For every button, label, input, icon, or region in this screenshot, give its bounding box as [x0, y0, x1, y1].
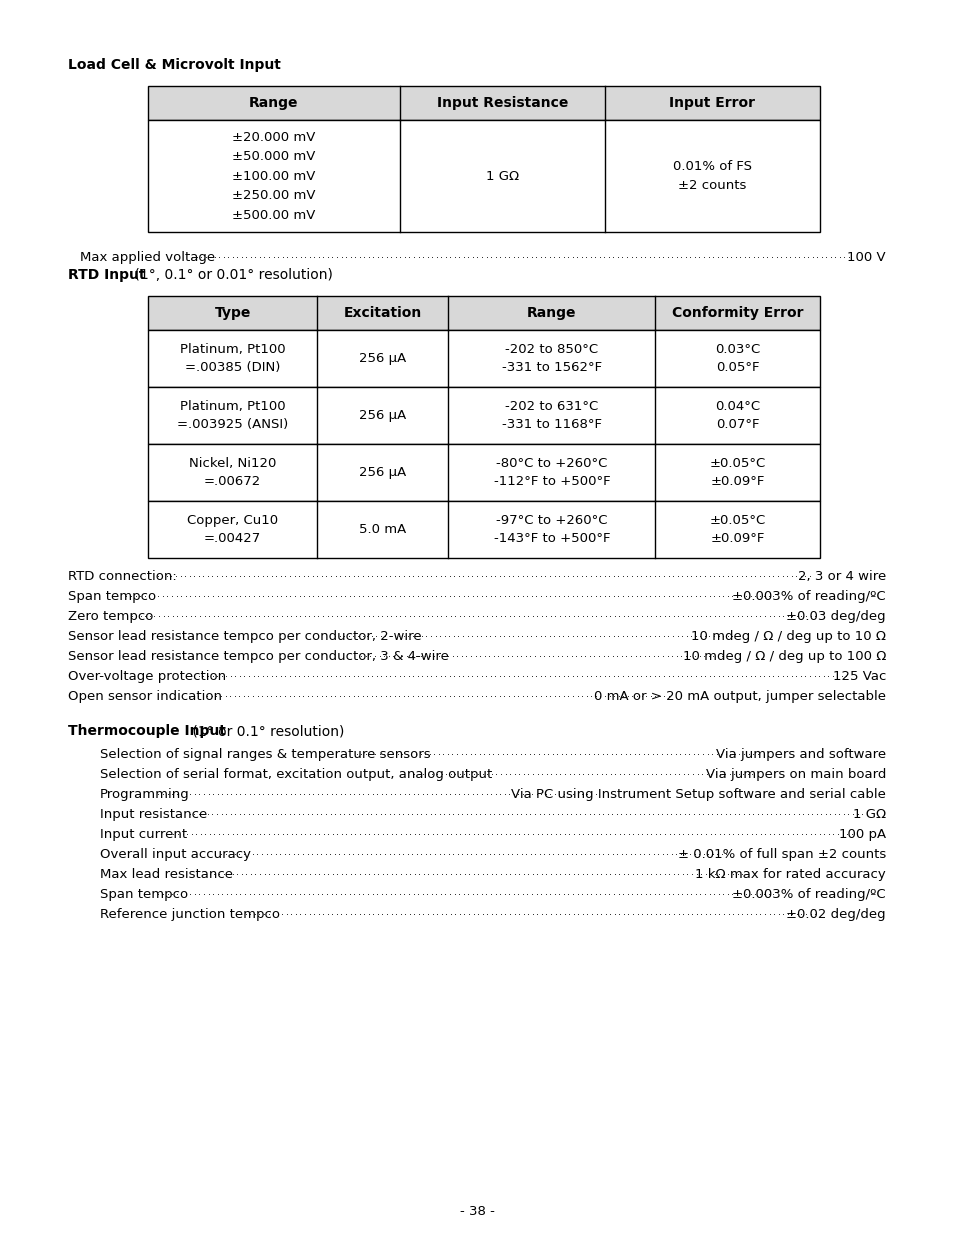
Text: Max applied voltage: Max applied voltage	[80, 251, 214, 264]
Bar	[148, 387, 820, 445]
Text: 0 mA or > 20 mA output, jumper selectable: 0 mA or > 20 mA output, jumper selectabl…	[594, 690, 885, 703]
Text: Input Error: Input Error	[669, 96, 755, 110]
Text: 1 GΩ: 1 GΩ	[485, 169, 518, 183]
Text: ±0.03 deg/deg: ±0.03 deg/deg	[785, 610, 885, 622]
Text: Over-voltage protection: Over-voltage protection	[68, 671, 230, 683]
Text: Excitation: Excitation	[343, 306, 421, 320]
Text: 0.04°C
0.07°F: 0.04°C 0.07°F	[715, 400, 760, 431]
Text: Sensor lead resistance tempco per conductor, 3 & 4-wire: Sensor lead resistance tempco per conduc…	[68, 650, 453, 663]
Text: -202 to 850°C
-331 to 1562°F: -202 to 850°C -331 to 1562°F	[501, 343, 601, 374]
Text: Selection of serial format, excitation output, analog output: Selection of serial format, excitation o…	[100, 768, 492, 781]
Bar	[148, 86, 820, 120]
Text: 256 μA: 256 μA	[359, 466, 406, 479]
Bar	[148, 296, 820, 330]
Text: Type: Type	[214, 306, 251, 320]
Text: Input current: Input current	[100, 827, 187, 841]
Text: Conformity Error: Conformity Error	[671, 306, 802, 320]
Text: 5.0 mA: 5.0 mA	[359, 522, 406, 536]
Text: -97°C to +260°C
-143°F to +500°F: -97°C to +260°C -143°F to +500°F	[493, 514, 610, 545]
Text: Input Resistance: Input Resistance	[436, 96, 568, 110]
Text: Zero tempco: Zero tempco	[68, 610, 157, 622]
Text: Programming: Programming	[100, 788, 190, 802]
Text: 1 GΩ: 1 GΩ	[852, 808, 885, 821]
Text: Input resistance: Input resistance	[100, 808, 212, 821]
Text: 0.03°C
0.05°F: 0.03°C 0.05°F	[715, 343, 760, 374]
Text: 2, 3 or 4 wire: 2, 3 or 4 wire	[797, 571, 885, 583]
Text: Platinum, Pt100
=.003925 (ANSI): Platinum, Pt100 =.003925 (ANSI)	[177, 400, 288, 431]
Text: (1°, 0.1° or 0.01° resolution): (1°, 0.1° or 0.01° resolution)	[130, 268, 333, 282]
Bar	[148, 501, 820, 558]
Text: 10 mdeg / Ω / deg up to 10 Ω: 10 mdeg / Ω / deg up to 10 Ω	[690, 630, 885, 643]
Text: Thermocouple Input: Thermocouple Input	[68, 724, 226, 739]
Text: (1° or 0.1° resolution): (1° or 0.1° resolution)	[188, 724, 344, 739]
Text: ±0.05°C
±0.09°F: ±0.05°C ±0.09°F	[709, 514, 765, 545]
Text: -80°C to +260°C
-112°F to +500°F: -80°C to +260°C -112°F to +500°F	[493, 457, 610, 488]
Text: Via jumpers and software: Via jumpers and software	[715, 748, 885, 761]
Text: RTD Input: RTD Input	[68, 268, 146, 282]
Text: Sensor lead resistance tempco per conductor, 2-wire: Sensor lead resistance tempco per conduc…	[68, 630, 421, 643]
Text: Span tempco: Span tempco	[100, 888, 188, 902]
Text: Max lead resistance: Max lead resistance	[100, 868, 237, 881]
Text: Load Cell & Microvolt Input: Load Cell & Microvolt Input	[68, 58, 280, 72]
Bar	[148, 120, 820, 232]
Text: Nickel, Ni120
=.00672: Nickel, Ni120 =.00672	[189, 457, 276, 488]
Text: 10 mdeg / Ω / deg up to 100 Ω: 10 mdeg / Ω / deg up to 100 Ω	[682, 650, 885, 663]
Text: - 38 -: - 38 -	[459, 1205, 494, 1218]
Text: ±0.02 deg/deg: ±0.02 deg/deg	[785, 908, 885, 921]
Text: Range: Range	[527, 306, 576, 320]
Text: -202 to 631°C
-331 to 1168°F: -202 to 631°C -331 to 1168°F	[501, 400, 601, 431]
Text: Selection of signal ranges & temperature sensors: Selection of signal ranges & temperature…	[100, 748, 435, 761]
Text: ±20.000 mV
±50.000 mV
±100.00 mV
±250.00 mV
±500.00 mV: ±20.000 mV ±50.000 mV ±100.00 mV ±250.00…	[232, 131, 315, 221]
Text: Via PC using Instrument Setup software and serial cable: Via PC using Instrument Setup software a…	[511, 788, 885, 802]
Text: 125 Vac: 125 Vac	[832, 671, 885, 683]
Text: Open sensor indication: Open sensor indication	[68, 690, 226, 703]
Text: Span tempco: Span tempco	[68, 590, 156, 603]
Text: ±0.05°C
±0.09°F: ±0.05°C ±0.09°F	[709, 457, 765, 488]
Text: ±0.003% of reading/ºC: ±0.003% of reading/ºC	[732, 888, 885, 902]
Text: Reference junction tempco: Reference junction tempco	[100, 908, 284, 921]
Text: Range: Range	[249, 96, 298, 110]
Bar	[148, 445, 820, 501]
Text: 1 kΩ max for rated accuracy: 1 kΩ max for rated accuracy	[695, 868, 885, 881]
Text: RTD connection:: RTD connection:	[68, 571, 185, 583]
Text: Copper, Cu10
=.00427: Copper, Cu10 =.00427	[187, 514, 278, 545]
Text: ±0.003% of reading/ºC: ±0.003% of reading/ºC	[732, 590, 885, 603]
Text: Platinum, Pt100
=.00385 (DIN): Platinum, Pt100 =.00385 (DIN)	[180, 343, 285, 374]
Bar	[148, 330, 820, 387]
Text: 256 μA: 256 μA	[359, 352, 406, 366]
Text: 100 V: 100 V	[846, 251, 885, 264]
Text: 256 μA: 256 μA	[359, 409, 406, 422]
Text: 0.01% of FS
±2 counts: 0.01% of FS ±2 counts	[672, 159, 751, 193]
Text: ± 0.01% of full span ±2 counts: ± 0.01% of full span ±2 counts	[677, 848, 885, 861]
Text: Overall input accuracy: Overall input accuracy	[100, 848, 255, 861]
Text: 100 pA: 100 pA	[838, 827, 885, 841]
Text: Via jumpers on main board: Via jumpers on main board	[705, 768, 885, 781]
